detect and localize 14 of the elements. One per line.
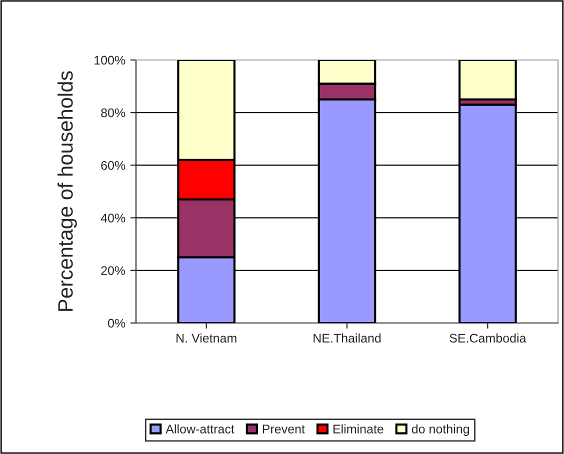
y-tick-label: 20% xyxy=(101,266,126,276)
x-tick-label: NE.Thailand xyxy=(314,333,381,343)
legend-label: Prevent xyxy=(262,424,305,434)
y-axis-title: Percentage of households xyxy=(58,71,77,311)
legend-label: do nothing xyxy=(412,424,469,436)
legend-label: Eliminate xyxy=(334,424,384,434)
legend-label: Allow-attract xyxy=(166,424,234,434)
x-tick-label: N. Vietnam xyxy=(176,333,236,343)
x-tick-label: SE.Cambodia xyxy=(450,333,526,343)
y-tick-label: 80% xyxy=(101,108,126,118)
y-tick-label: 100% xyxy=(94,56,126,65)
y-tick-label: 60% xyxy=(101,161,126,170)
y-tick-label: 0% xyxy=(108,318,126,328)
y-tick-label: 40% xyxy=(100,214,126,222)
